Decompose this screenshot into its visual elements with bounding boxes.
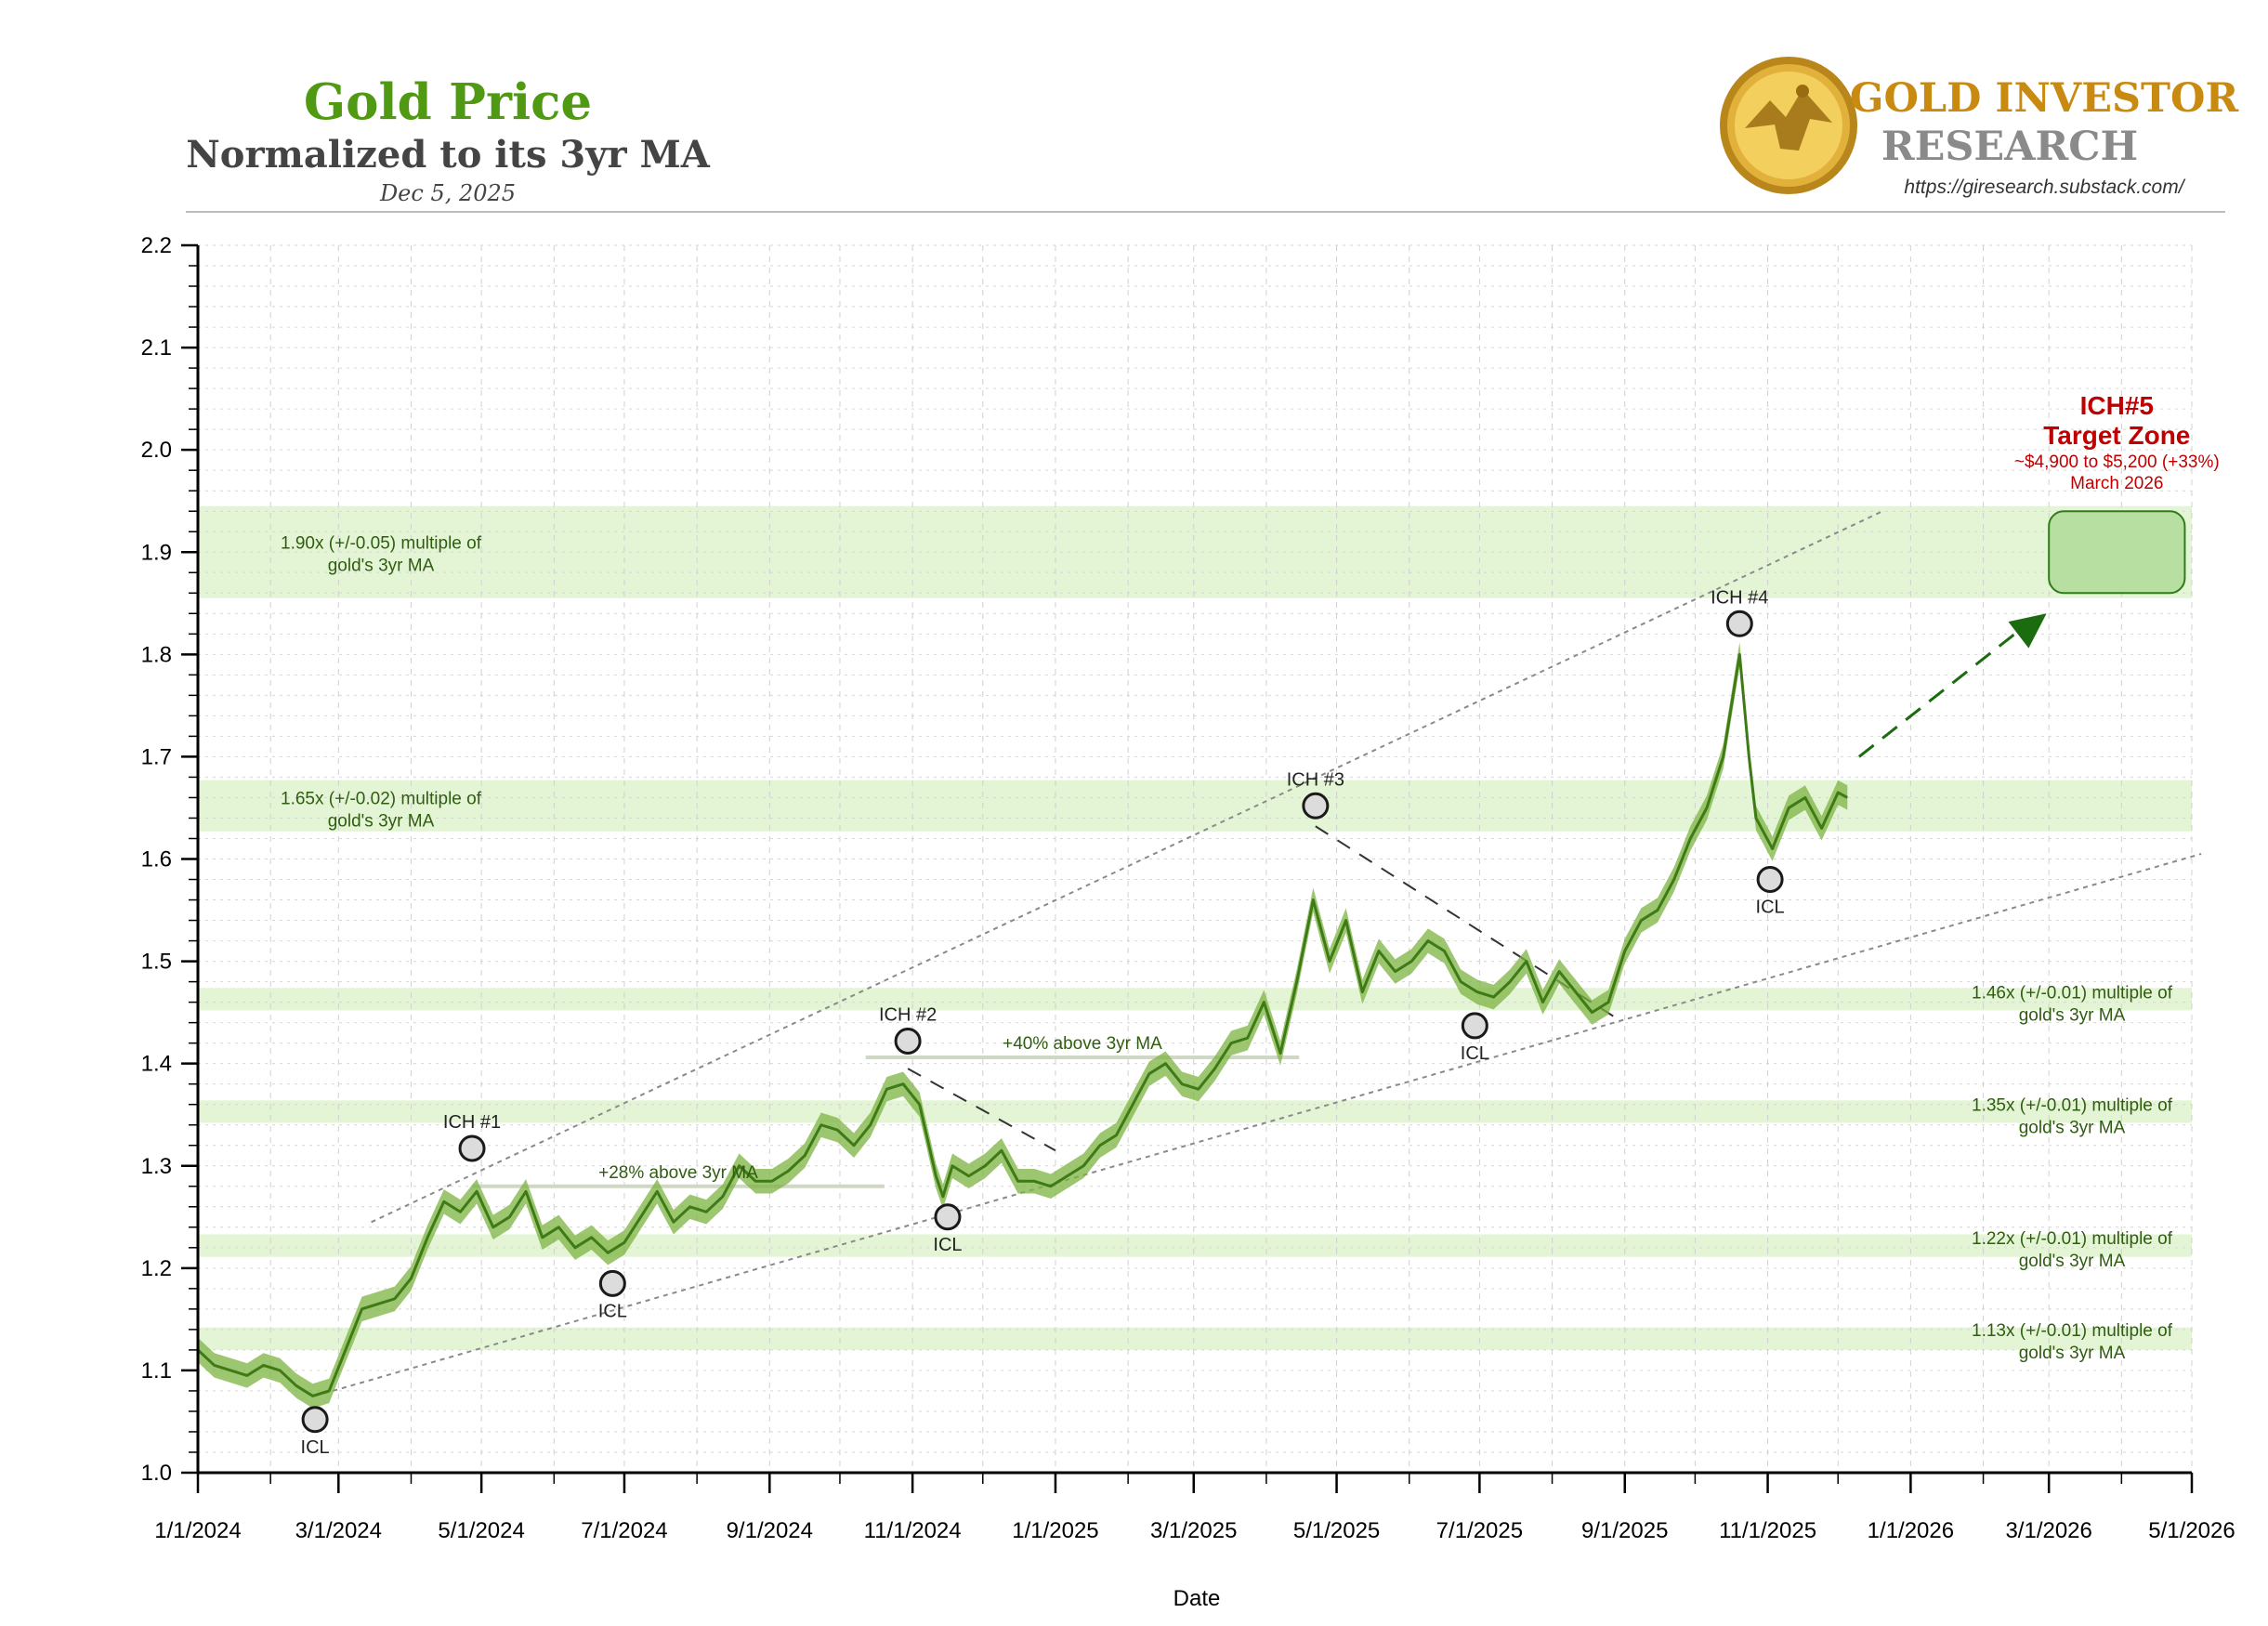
y-tick-label: 1.2 [141,1256,172,1281]
pivot-label: ICL [598,1301,627,1321]
series-line [196,652,1849,1397]
x-tick-label: 7/1/2024 [581,1518,667,1543]
y-tick-label: 1.4 [141,1052,172,1077]
zone-label-line2: gold's 3yr MA [2019,1006,2126,1026]
series-layer [196,642,1849,1409]
zone-label-line2: gold's 3yr MA [328,556,435,575]
grid-layer [197,244,2193,1474]
pivot-label: ICH #3 [1287,769,1344,790]
zone-label-line1: 1.13x (+/-0.01) multiple of [1972,1321,2173,1341]
y-tick-label: 1.0 [141,1461,172,1486]
x-tick-label: 5/1/2024 [438,1518,524,1543]
target-zone-range: ~$4,900 to $5,200 (+33%) [2014,452,2220,472]
target-zone-subtitle: Target Zone [2043,421,2190,450]
y-tick-label: 2.1 [141,335,172,361]
pivot-label: ICL [1756,898,1785,918]
x-tick-label: 1/1/2024 [154,1518,241,1543]
brand-line2: RESEARCH [1881,124,2138,170]
pivot-label: ICH #2 [879,1004,937,1025]
zone-label-line2: gold's 3yr MA [2019,1344,2126,1363]
brand-line1: GOLD INVESTOR [1850,75,2239,122]
x-tick-label: 9/1/2024 [727,1518,813,1543]
x-tick-label: 9/1/2025 [1581,1518,1668,1543]
zone-label-line2: gold's 3yr MA [2019,1119,2126,1138]
pivot-label: ICH #4 [1711,587,1768,608]
brand-url[interactable]: https://giresearch.substack.com/ [1904,177,2185,198]
zone-band-1.65 [198,780,2192,832]
forecast-arrow-head [2008,613,2047,649]
zones-layer [198,505,2192,1350]
chart-title: Gold Price [304,73,592,131]
y-tick-label: 2.2 [141,233,172,258]
pivot-marker [458,1134,486,1162]
pivot-label: ICL [1461,1043,1489,1064]
target-zone-box [2048,510,2186,595]
chart-subtitle: Normalized to its 3yr MA [186,133,711,177]
labels-layer: 1.90x (+/-0.05) multiple of gold's 3yr MA… [281,391,2220,1458]
zone-label-line1: 1.65x (+/-0.02) multiple of [281,789,482,808]
above-ma-label: +28% above 3yr MA [598,1163,758,1183]
target-zone-date: March 2026 [2070,474,2163,493]
zone-band-1.22 [198,1234,2192,1257]
pivot-marker [598,1269,626,1297]
zone-label-line1: 1.22x (+/-0.01) multiple of [1972,1229,2173,1249]
y-tick-label: 2.0 [141,438,172,463]
y-tick-label: 1.3 [141,1154,172,1179]
trendlines-layer [314,510,2202,1397]
y-tick-label: 1.5 [141,950,172,975]
above-ma-label: +40% above 3yr MA [1003,1034,1162,1054]
pivots-layer [301,610,1784,1434]
downtrend-line [907,1068,1056,1152]
x-tick-label: 5/1/2025 [1293,1518,1380,1543]
zone-band-1.46 [198,988,2192,1011]
y-tick-label: 1.7 [141,744,172,769]
y-tick-label: 1.1 [141,1358,172,1383]
x-tick-label: 7/1/2025 [1436,1518,1523,1543]
target-zone-title: ICH#5 [2080,391,2154,420]
x-tick-label: 1/1/2026 [1868,1518,1954,1543]
pivot-marker [1756,866,1784,894]
pivot-label: ICH #1 [443,1112,501,1133]
zone-label-line2: gold's 3yr MA [2019,1252,2126,1271]
zone-label-line1: 1.90x (+/-0.05) multiple of [281,533,482,553]
axes-layer: 1.0 1.1 1.2 1.3 1.4 1.5 1.6 1.7 1.8 1.9 2.0 2.1 2.2 1… [141,233,2235,1543]
pivot-marker [1461,1012,1488,1040]
chart-date: Dec 5, 2025 [379,180,516,206]
x-tick-label: 3/1/2025 [1150,1518,1237,1543]
y-tick-label: 1.8 [141,642,172,667]
x-tick-label: 11/1/2024 [864,1518,962,1543]
x-axis-label: Date [1173,1586,1221,1611]
x-tick-label: 3/1/2024 [295,1518,382,1543]
zone-label-line1: 1.46x (+/-0.01) multiple of [1972,984,2173,1003]
x-tick-label: 5/1/2026 [2148,1518,2235,1543]
zone-label-line1: 1.35x (+/-0.01) multiple of [1972,1096,2173,1116]
x-tick-label: 1/1/2025 [1012,1518,1098,1543]
forecast-arrow-shaft [1857,625,2025,758]
y-tick-label: 1.6 [141,847,172,872]
y-tick-label: 1.9 [141,540,172,565]
x-tick-label: 11/1/2025 [1719,1518,1816,1543]
pivot-marker [1302,792,1330,820]
pivot-marker [934,1203,962,1231]
pivot-marker [1725,610,1753,637]
zone-label-line2: gold's 3yr MA [328,811,435,831]
zone-band-1.13 [198,1327,2192,1350]
x-tick-label: 3/1/2026 [2005,1518,2091,1543]
pivot-marker [894,1027,922,1055]
gold-eagle-coin-icon [1720,57,1857,194]
pivot-label: ICL [301,1437,330,1458]
pivot-marker [301,1406,329,1434]
channel-lower-line [314,853,2202,1397]
pivot-label: ICL [933,1235,962,1255]
